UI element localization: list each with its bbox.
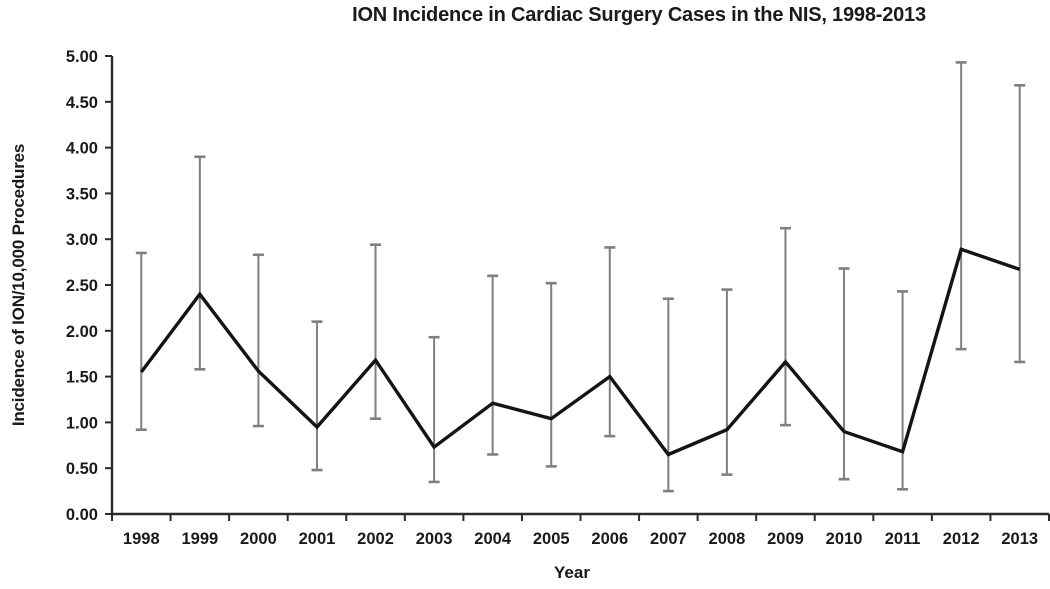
- y-tick-label: 0.00: [66, 506, 98, 524]
- y-tick-label: 4.50: [66, 94, 98, 112]
- x-tick-label: 2011: [885, 530, 921, 548]
- x-tick-label: 2002: [357, 530, 394, 548]
- x-tick-label: 2008: [709, 530, 746, 548]
- x-tick-label: 2005: [533, 530, 570, 548]
- x-tick-label: 1998: [123, 530, 160, 548]
- x-tick-label: 2007: [650, 530, 687, 548]
- x-tick-label: 2013: [1001, 530, 1038, 548]
- y-axis-title: Incidence of ION/10,000 Procedures: [9, 143, 28, 427]
- chart-title: ION Incidence in Cardiac Surgery Cases i…: [352, 4, 926, 26]
- y-tick-label: 1.00: [66, 414, 98, 432]
- x-tick-label: 2010: [826, 530, 863, 548]
- y-tick-label: 3.50: [66, 185, 98, 203]
- series-line: [139, 247, 1021, 457]
- x-tick-label: 2004: [474, 530, 512, 548]
- x-axis-title: Year: [554, 563, 590, 582]
- y-tick-label: 3.00: [66, 231, 98, 249]
- y-tick-label: 1.50: [66, 369, 98, 387]
- x-tick-label: 2006: [591, 530, 628, 548]
- y-tick-label: 2.50: [66, 277, 98, 295]
- x-tick-label: 2000: [240, 530, 277, 548]
- x-tick-label: 2001: [299, 530, 336, 548]
- y-tick-label: 4.00: [66, 140, 98, 158]
- x-tick-label: 2012: [943, 530, 980, 548]
- x-tick-label: 2009: [767, 530, 804, 548]
- x-tick-label: 1999: [181, 530, 218, 548]
- y-tick-label: 0.50: [66, 460, 98, 478]
- y-tick-label: 5.00: [66, 48, 98, 66]
- y-tick-label: 2.00: [66, 323, 98, 341]
- x-tick-label: 2003: [416, 530, 453, 548]
